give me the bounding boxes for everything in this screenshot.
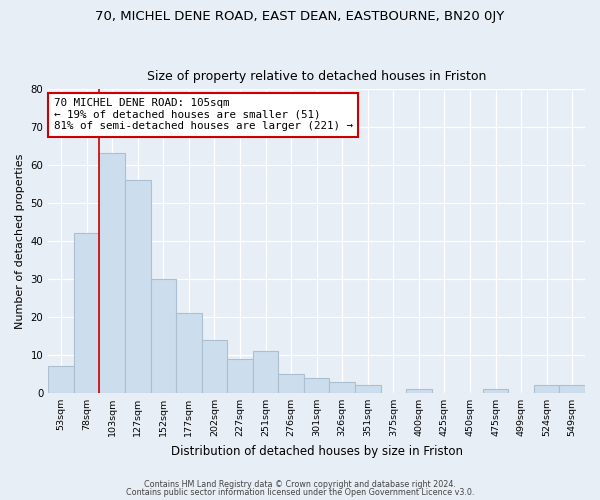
Bar [483,389,508,393]
Text: Contains HM Land Registry data © Crown copyright and database right 2024.: Contains HM Land Registry data © Crown c… [144,480,456,489]
Bar [48,366,74,393]
Bar [534,386,559,393]
Bar [74,234,100,393]
Bar [100,154,125,393]
Text: Contains public sector information licensed under the Open Government Licence v3: Contains public sector information licen… [126,488,474,497]
Bar [125,180,151,393]
Bar [151,279,176,393]
Text: 70, MICHEL DENE ROAD, EAST DEAN, EASTBOURNE, BN20 0JY: 70, MICHEL DENE ROAD, EAST DEAN, EASTBOU… [95,10,505,23]
Bar [559,386,585,393]
Bar [355,386,380,393]
Bar [329,382,355,393]
Y-axis label: Number of detached properties: Number of detached properties [15,153,25,328]
Bar [253,351,278,393]
Bar [406,389,431,393]
Bar [202,340,227,393]
X-axis label: Distribution of detached houses by size in Friston: Distribution of detached houses by size … [170,444,463,458]
Bar [304,378,329,393]
Bar [278,374,304,393]
Title: Size of property relative to detached houses in Friston: Size of property relative to detached ho… [147,70,487,84]
Bar [176,313,202,393]
Text: 70 MICHEL DENE ROAD: 105sqm
← 19% of detached houses are smaller (51)
81% of sem: 70 MICHEL DENE ROAD: 105sqm ← 19% of det… [53,98,353,131]
Bar [227,358,253,393]
